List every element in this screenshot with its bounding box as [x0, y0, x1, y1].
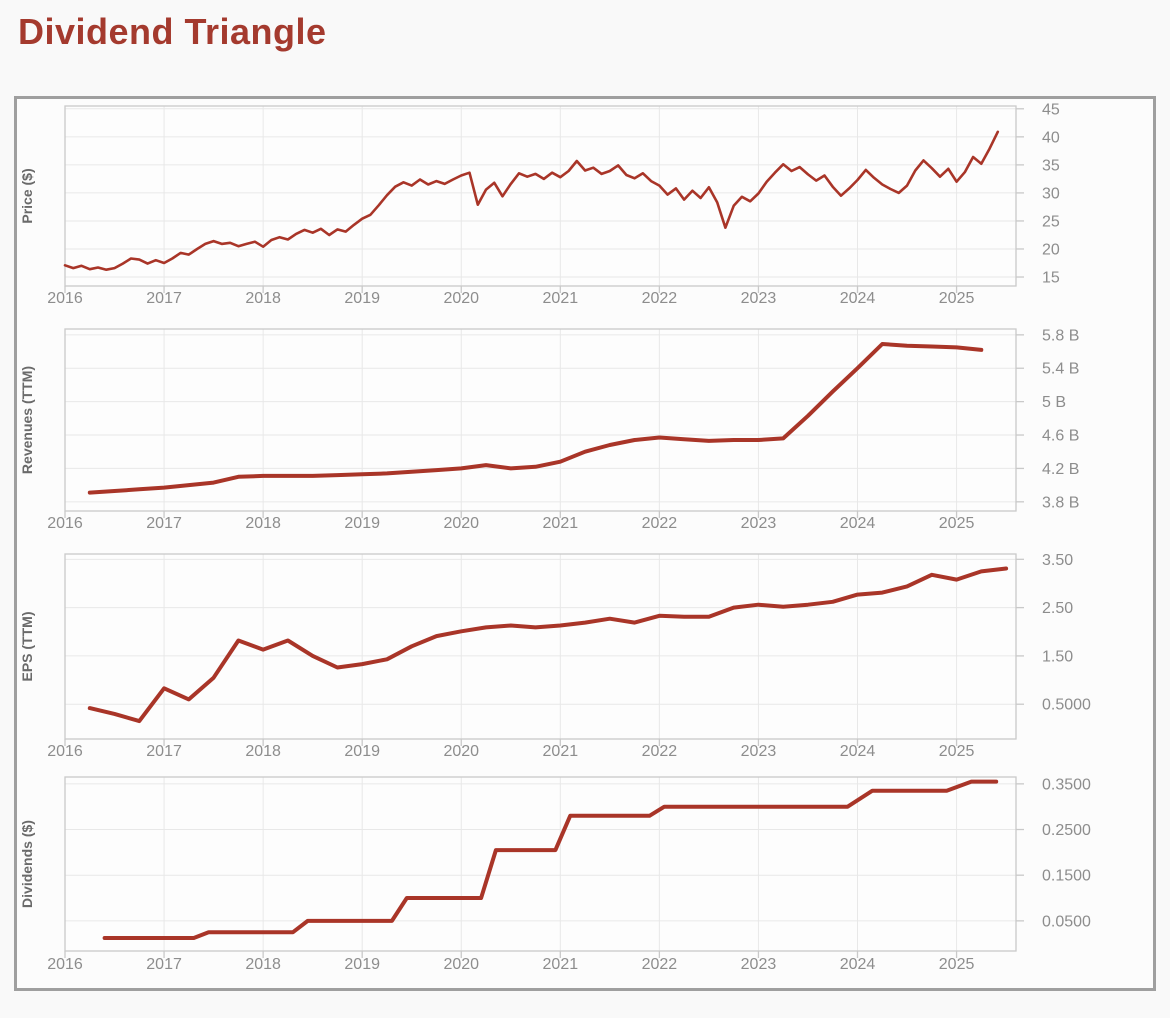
- x-tick-label: 2017: [146, 290, 182, 307]
- plot-border: [64, 328, 1017, 512]
- y-tick-label: 25: [1042, 213, 1060, 230]
- x-tick-label: 2023: [741, 515, 777, 532]
- y-tick-label: 0.1500: [1042, 868, 1091, 885]
- y-tick-label: 20: [1042, 241, 1060, 258]
- y-tick-label: 4.6 B: [1042, 428, 1079, 445]
- x-tick-label: 2021: [543, 956, 579, 973]
- x-tick-label: 2024: [840, 956, 876, 973]
- x-tick-label: 2022: [642, 956, 678, 973]
- x-tick-label: 2025: [939, 515, 975, 532]
- x-tick-label: 2023: [741, 956, 777, 973]
- x-tick-label: 2022: [642, 290, 678, 307]
- y-axis-title: EPS (TTM): [19, 612, 35, 682]
- data-line: [102, 779, 999, 940]
- x-tick-label: 2023: [741, 290, 777, 307]
- x-tick-label: 2016: [47, 290, 83, 307]
- y-tick-label: 5 B: [1042, 394, 1066, 411]
- page-title: Dividend Triangle: [18, 11, 327, 52]
- x-tick-label: 2025: [939, 956, 975, 973]
- x-tick-label: 2025: [939, 743, 975, 760]
- x-tick-label: 2024: [840, 515, 876, 532]
- x-tick-label: 2024: [840, 743, 876, 760]
- x-tick-label: 2022: [642, 743, 678, 760]
- y-tick-label: 0.3500: [1042, 776, 1091, 793]
- eps-chart[interactable]: 0.5000 1.50 2.50 3.50 2016 2017 2018 2019 2020 20…: [17, 537, 1153, 764]
- x-tick-label: 2020: [443, 743, 479, 760]
- x-tick-label: 2022: [642, 515, 678, 532]
- x-tick-label: 2016: [47, 956, 83, 973]
- y-tick-label: 45: [1042, 101, 1060, 118]
- y-tick-label: 2.50: [1042, 600, 1073, 617]
- y-tick-label: 35: [1042, 157, 1060, 174]
- data-line: [87, 342, 984, 495]
- x-tick-label: 2020: [443, 515, 479, 532]
- plot-area[interactable]: [65, 106, 1016, 286]
- x-tick-label: 2021: [543, 290, 579, 307]
- x-tick-label: 2017: [146, 515, 182, 532]
- y-tick-label: 5.4 B: [1042, 361, 1079, 378]
- dividends-chart[interactable]: 0.0500 0.1500 0.2500 0.3500 2016 2017 2018 2019…: [17, 764, 1153, 988]
- x-tick-label: 2019: [344, 743, 380, 760]
- x-tick-label: 2017: [146, 743, 182, 760]
- y-tick-label: 0.5000: [1042, 697, 1091, 714]
- y-tick-label: 15: [1042, 270, 1060, 287]
- x-tick-label: 2019: [344, 290, 380, 307]
- y-tick-label: 0.2500: [1042, 822, 1091, 839]
- x-tick-label: 2018: [245, 743, 281, 760]
- x-tick-label: 2016: [47, 743, 83, 760]
- x-tick-label: 2024: [840, 290, 876, 307]
- plot-border: [64, 553, 1017, 740]
- y-tick-label: 4.2 B: [1042, 461, 1079, 478]
- x-tick-label: 2020: [443, 956, 479, 973]
- y-tick-label: 40: [1042, 129, 1060, 146]
- x-tick-label: 2025: [939, 290, 975, 307]
- revenues-chart[interactable]: 3.8 B 4.2 B 4.6 B 5 B 5.4 B 5.8 B 2016 2017 2018…: [17, 311, 1153, 537]
- plot-area[interactable]: [65, 777, 1016, 951]
- data-line: [87, 566, 1009, 724]
- dividend-triangle-panel: 15 20 25 30 35 40 45 2016 2017 2018 2019 2020 2021 20…: [14, 96, 1156, 991]
- y-tick-label: 0.0500: [1042, 913, 1091, 930]
- y-tick-label: 3.50: [1042, 552, 1073, 569]
- x-tick-label: 2018: [245, 956, 281, 973]
- x-tick-label: 2021: [543, 743, 579, 760]
- y-tick-label: 5.8 B: [1042, 327, 1079, 344]
- data-line: [63, 130, 1000, 271]
- x-tick-label: 2023: [741, 743, 777, 760]
- x-tick-label: 2019: [344, 515, 380, 532]
- x-tick-label: 2016: [47, 515, 83, 532]
- y-axis-title: Price ($): [19, 168, 35, 223]
- x-tick-label: 2017: [146, 956, 182, 973]
- y-axis-title: Dividends ($): [19, 820, 35, 908]
- plot-border: [64, 105, 1017, 287]
- x-tick-label: 2018: [245, 515, 281, 532]
- x-tick-label: 2019: [344, 956, 380, 973]
- plot-area[interactable]: [65, 554, 1016, 739]
- price-chart[interactable]: 15 20 25 30 35 40 45 2016 2017 2018 2019 2020 2021 20…: [17, 99, 1153, 311]
- plot-border: [64, 776, 1017, 952]
- y-tick-label: 3.8 B: [1042, 494, 1079, 511]
- y-tick-label: 1.50: [1042, 648, 1073, 665]
- x-tick-label: 2020: [443, 290, 479, 307]
- y-tick-label: 30: [1042, 185, 1060, 202]
- x-tick-label: 2021: [543, 515, 579, 532]
- y-axis-title: Revenues (TTM): [19, 366, 35, 474]
- x-tick-label: 2018: [245, 290, 281, 307]
